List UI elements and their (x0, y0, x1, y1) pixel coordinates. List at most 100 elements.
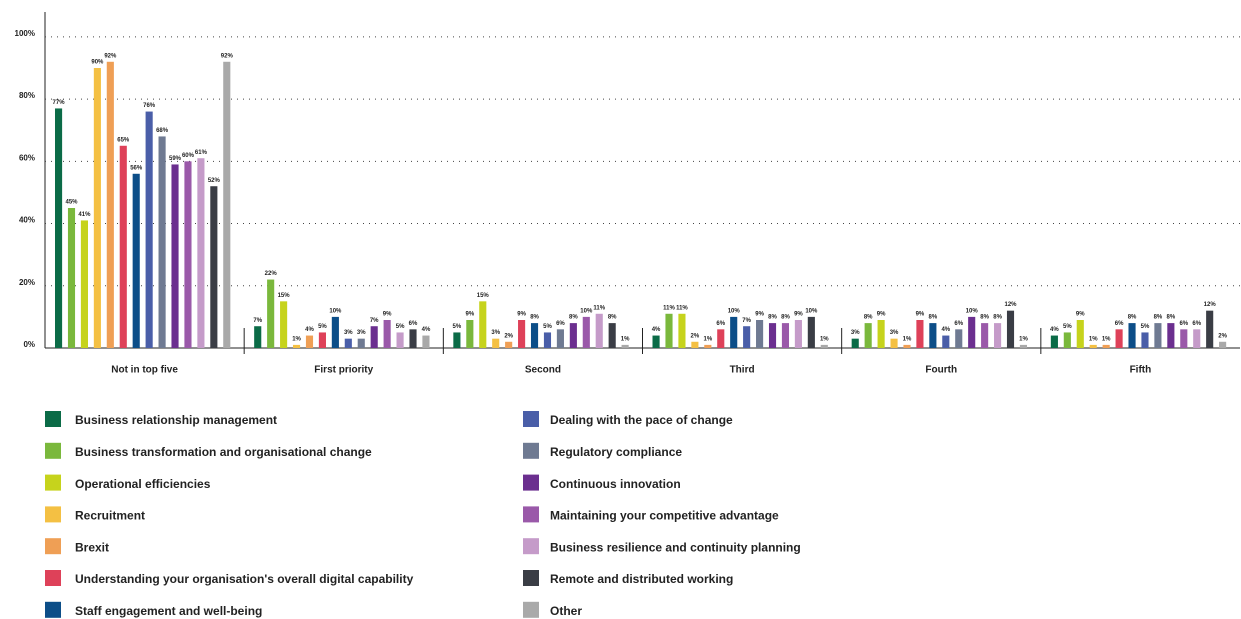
value-label: 5% (318, 324, 327, 330)
bar (280, 301, 288, 348)
value-label: 2% (691, 333, 700, 339)
bar (582, 316, 590, 348)
bar (492, 338, 500, 348)
bar (569, 323, 577, 348)
bar (106, 61, 114, 349)
bar (370, 326, 378, 348)
bar (530, 323, 539, 348)
value-label: 7% (370, 318, 379, 324)
bar (994, 323, 1002, 348)
bar (409, 329, 417, 348)
bar (807, 316, 815, 348)
value-label: 5% (1141, 324, 1150, 330)
legend-swatch (523, 474, 539, 491)
value-label: 1% (903, 336, 912, 342)
bar (717, 329, 725, 348)
y-tick-label: 40% (19, 216, 35, 225)
bar (1006, 310, 1015, 348)
bar (1154, 323, 1162, 348)
bar (396, 332, 404, 348)
bar (1089, 344, 1097, 348)
bar (344, 338, 352, 348)
value-label: 5% (1063, 324, 1072, 330)
value-label: 4% (1050, 327, 1059, 333)
legend-swatch (45, 506, 61, 523)
value-label: 1% (292, 336, 301, 342)
value-label: 6% (954, 321, 963, 327)
value-label: 8% (993, 315, 1002, 321)
value-label: 90% (91, 60, 104, 66)
value-label: 10% (329, 308, 342, 314)
value-label: 1% (820, 336, 829, 342)
bar (916, 320, 924, 348)
value-label: 68% (156, 128, 169, 134)
value-label: 1% (1102, 336, 1111, 342)
value-label: 6% (409, 321, 418, 327)
bar (890, 338, 898, 348)
value-label: 7% (742, 318, 751, 324)
value-label: 60% (182, 153, 195, 159)
value-label: 2% (504, 333, 513, 339)
value-label: 9% (517, 312, 526, 318)
bar (665, 313, 673, 348)
x-tick-label: First priority (314, 365, 373, 376)
value-label: 77% (53, 100, 66, 106)
bar (305, 335, 314, 348)
bar (67, 208, 76, 348)
value-label: 11% (593, 305, 605, 311)
x-tick-label: Fourth (925, 365, 957, 376)
value-label: 8% (781, 315, 790, 321)
value-label: 4% (305, 327, 314, 333)
bar (794, 320, 802, 348)
bar (158, 136, 166, 348)
value-label: 6% (716, 321, 725, 327)
value-label: 6% (1115, 321, 1124, 327)
value-label: 7% (253, 318, 262, 324)
value-label: 10% (728, 308, 741, 314)
value-label: 10% (966, 308, 979, 314)
value-label: 1% (1089, 336, 1098, 342)
bar (864, 323, 872, 348)
bar (223, 61, 231, 349)
bar (929, 323, 937, 348)
value-label: 9% (755, 312, 764, 318)
value-label: 8% (929, 315, 938, 321)
value-label: 65% (117, 137, 130, 143)
bar (254, 326, 262, 348)
value-label: 9% (916, 312, 925, 318)
bar (968, 316, 976, 348)
bar (383, 320, 391, 348)
value-label: 8% (569, 315, 578, 321)
legend-label: Business resilience and continuity plann… (550, 540, 801, 554)
legend-label: Regulatory compliance (550, 445, 682, 459)
value-label: 4% (422, 327, 431, 333)
bar (691, 341, 699, 348)
legend-label: Other (550, 604, 582, 618)
bar (453, 332, 461, 348)
value-label: 5% (453, 324, 462, 330)
bar (756, 320, 764, 348)
legend-swatch (523, 570, 539, 586)
value-label: 2% (1218, 333, 1227, 339)
bar (1102, 344, 1110, 348)
bar (318, 332, 326, 348)
value-label: 1% (1019, 336, 1028, 342)
y-tick-label: 0% (23, 340, 35, 349)
bar (184, 161, 192, 348)
legend-swatch (45, 570, 61, 586)
value-label: 9% (465, 312, 474, 318)
value-label: 9% (877, 312, 886, 318)
legend-swatch (45, 474, 61, 491)
y-tick-label: 100% (15, 29, 35, 38)
bar (768, 323, 777, 348)
legend-swatch (523, 538, 539, 555)
legend-swatch (523, 601, 539, 618)
value-label: 9% (383, 312, 392, 318)
bar (331, 316, 339, 348)
value-label: 56% (130, 165, 143, 171)
legend-label: Understanding your organisation's overal… (75, 572, 414, 586)
value-label: 3% (344, 330, 353, 336)
bar (678, 313, 686, 348)
value-label: 10% (805, 308, 818, 314)
bar (1167, 323, 1175, 348)
